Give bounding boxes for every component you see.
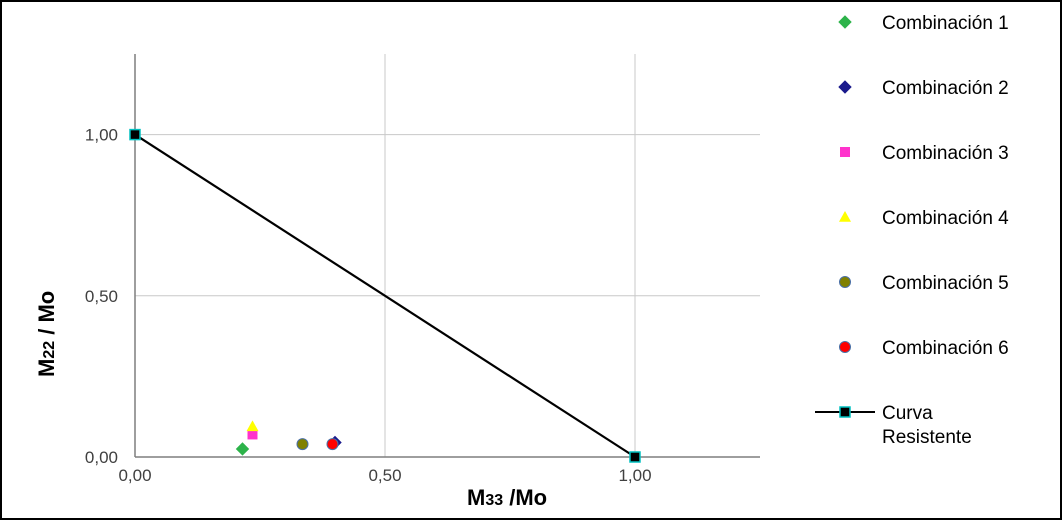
legend-item: Combinación 6 [839,338,1009,359]
y-tick-label: 0,00 [85,448,118,467]
legend-marker [838,15,852,29]
legend-marker [839,211,851,222]
x-tick-label: 0,00 [118,466,151,485]
legend-label: Combinación 4 [882,208,1009,229]
legend-marker [839,341,851,353]
grid [135,54,760,457]
x-axis-title: M33 /Mo [467,485,547,510]
legend-marker [839,276,851,288]
series-layer [129,128,641,463]
x-tick-label: 1,00 [618,466,651,485]
legend-item: Combinación 2 [838,78,1009,99]
combination-5-point [296,438,309,451]
legend-marker [838,80,852,94]
legend-label: Combinación 1 [882,13,1009,34]
combination-1-point [235,442,250,456]
resistance-curve-point [629,451,641,463]
legend-item: Combinación 4 [839,208,1009,229]
legend-marker [840,147,850,157]
combination-4-point [246,420,259,432]
legend-label: Curva Resistente [882,403,972,448]
legend-item: Combinación 1 [838,13,1009,34]
tick-labels: 0,00 0,50 1,00 0,00 0,50 1,00 [85,126,652,485]
legend-item: Combinación 5 [839,273,1009,294]
resistance-curve-point [129,128,141,141]
legend-label: Combinación 6 [882,338,1009,359]
legend-marker [839,406,851,418]
combination-6-point [326,438,339,451]
resistance-curve-line [134,133,636,458]
legend-label: Combinación 2 [882,78,1009,99]
axes [134,54,760,458]
legend-item: Curva Resistente [815,403,972,448]
y-axis-title: M22 / Mo [34,291,59,377]
legend: Combinación 1 Combinación 2 Combinación 3 C… [815,13,1009,448]
y-tick-label: 0,50 [85,287,118,306]
legend-label: Combinación 5 [882,273,1009,294]
x-tick-label: 0,50 [368,466,401,485]
combination-3-point [247,429,258,440]
legend-item: Combinación 3 [840,143,1009,164]
y-tick-label: 1,00 [85,126,118,145]
legend-label: Combinación 3 [882,143,1009,164]
